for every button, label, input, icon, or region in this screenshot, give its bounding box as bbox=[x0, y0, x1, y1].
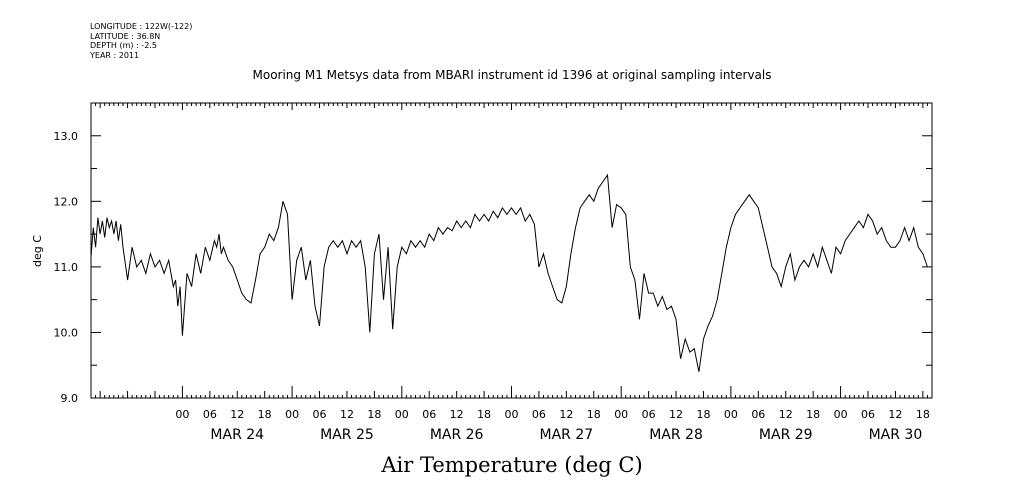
x-hour-label: 06 bbox=[203, 408, 217, 421]
x-hour-label: 06 bbox=[642, 408, 656, 421]
y-tick-label: 12.0 bbox=[54, 195, 79, 208]
x-hour-label: 18 bbox=[806, 408, 820, 421]
x-hour-label: 12 bbox=[450, 408, 464, 421]
x-hour-label: 00 bbox=[614, 408, 628, 421]
latitude-text: LATITUDE : 36.8N bbox=[90, 31, 161, 41]
x-axis-label: Air Temperature (deg C) bbox=[381, 453, 643, 477]
x-day-label: MAR 26 bbox=[430, 427, 484, 443]
x-hour-label: 12 bbox=[669, 408, 683, 421]
y-tick-label: 9.0 bbox=[61, 392, 79, 405]
x-hour-label: 18 bbox=[696, 408, 710, 421]
x-hour-label: 18 bbox=[587, 408, 601, 421]
x-hour-label: 12 bbox=[779, 408, 793, 421]
y-tick-label: 13.0 bbox=[54, 130, 79, 143]
x-hour-label: 00 bbox=[834, 408, 848, 421]
depth-text: DEPTH (m) : -2.5 bbox=[90, 41, 157, 50]
series-line bbox=[90, 173, 928, 372]
x-hour-label: 18 bbox=[477, 408, 491, 421]
x-hour-label: 12 bbox=[888, 408, 902, 421]
x-hour-label: 00 bbox=[724, 408, 738, 421]
metadata-block: LONGITUDE : 122W(-122) LATITUDE : 36.8N … bbox=[90, 22, 192, 60]
x-hour-label: 12 bbox=[230, 408, 244, 421]
x-hour-label: 06 bbox=[313, 408, 327, 421]
x-hour-label: 06 bbox=[422, 408, 436, 421]
x-hour-label: 06 bbox=[532, 408, 546, 421]
x-hour-label: 18 bbox=[258, 408, 272, 421]
chart-title: Mooring M1 Metsys data from MBARI instru… bbox=[252, 68, 772, 82]
x-day-label: MAR 28 bbox=[649, 427, 703, 443]
plot-frame bbox=[90, 102, 933, 399]
x-day-label: MAR 24 bbox=[210, 427, 264, 443]
x-hour-label: 18 bbox=[367, 408, 381, 421]
x-hour-label: 12 bbox=[559, 408, 573, 421]
x-day-label: MAR 27 bbox=[540, 427, 594, 443]
y-tick-label: 11.0 bbox=[54, 261, 79, 274]
x-hour-label: 06 bbox=[751, 408, 765, 421]
x-hour-label: 00 bbox=[175, 408, 189, 421]
x-hour-label: 06 bbox=[861, 408, 875, 421]
x-hour-label: 00 bbox=[285, 408, 299, 421]
x-day-label: MAR 29 bbox=[759, 427, 813, 443]
x-day-label: MAR 30 bbox=[869, 427, 923, 443]
x-hour-label: 12 bbox=[340, 408, 354, 421]
x-hour-label: 18 bbox=[916, 408, 930, 421]
x-hour-label: 00 bbox=[505, 408, 519, 421]
year-text: YEAR : 2011 bbox=[90, 50, 140, 60]
y-tick-label: 10.0 bbox=[54, 326, 79, 339]
x-day-label: MAR 25 bbox=[320, 427, 374, 443]
y-axis-label: deg C bbox=[31, 235, 44, 267]
longitude-text: LONGITUDE : 122W(-122) bbox=[90, 22, 193, 31]
x-hour-label: 00 bbox=[395, 408, 409, 421]
